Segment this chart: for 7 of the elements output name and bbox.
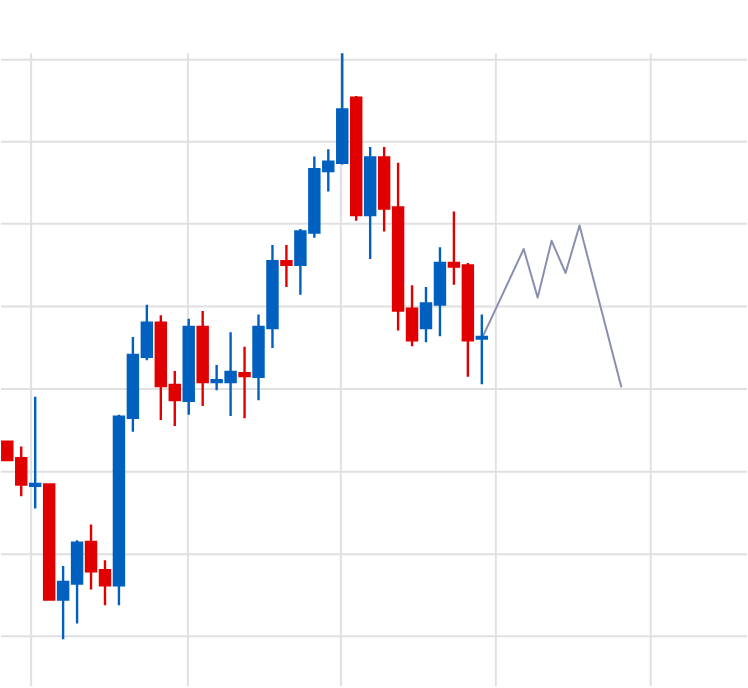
candlestick — [280, 244, 293, 289]
candlestick — [182, 317, 195, 417]
candlestick — [196, 310, 209, 408]
candlestick — [363, 146, 377, 261]
candlestick — [42, 483, 56, 602]
candlestick — [238, 346, 251, 420]
candlestick — [349, 95, 363, 223]
